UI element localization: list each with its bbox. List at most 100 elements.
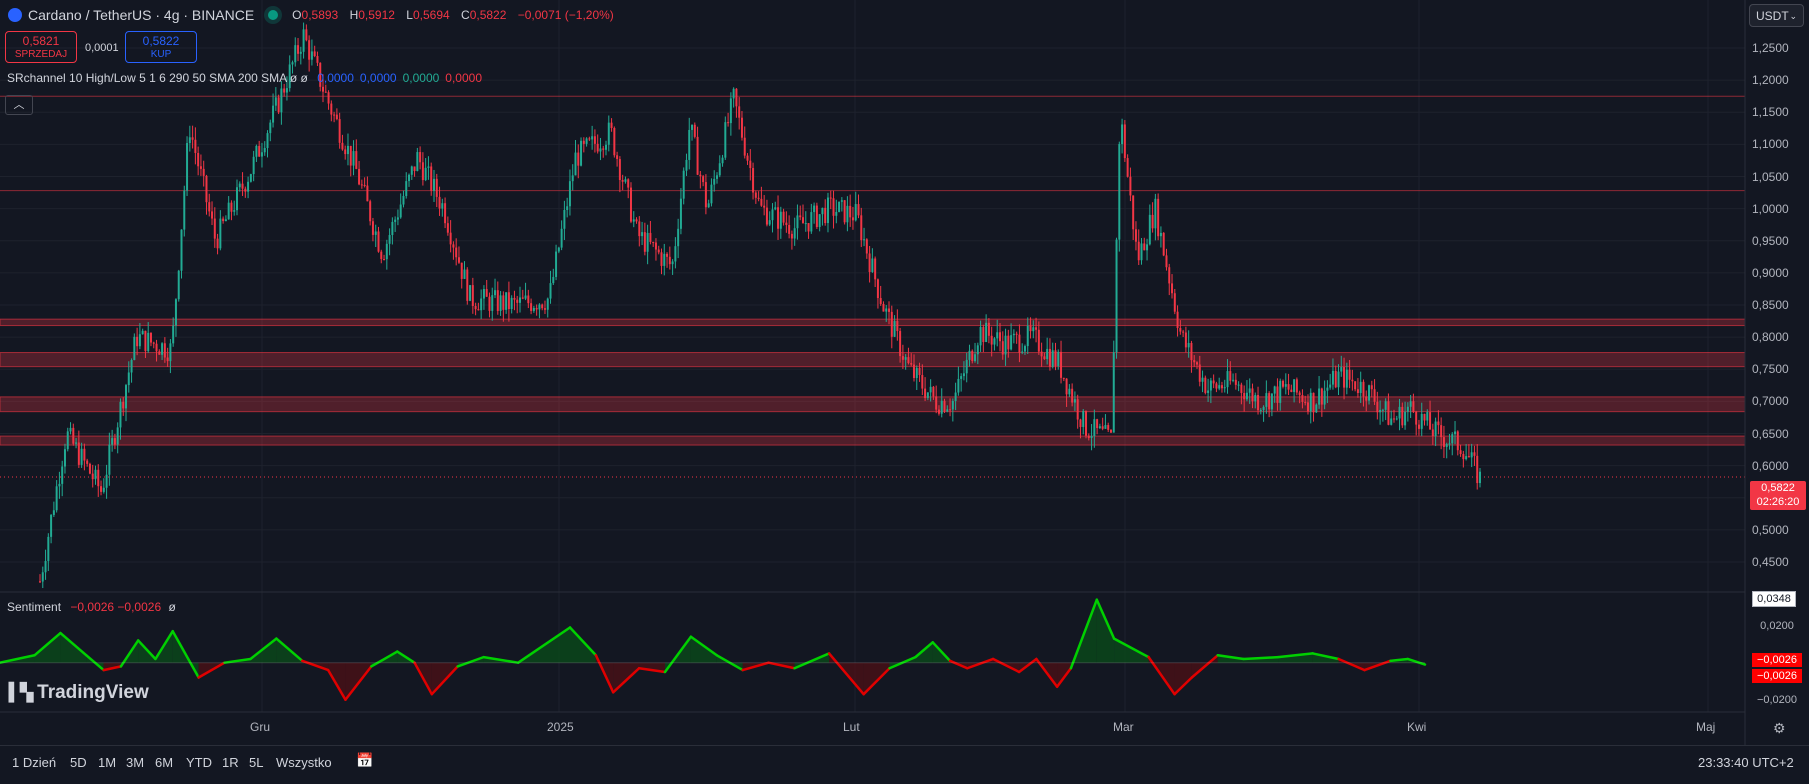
candle-body bbox=[1212, 380, 1215, 384]
candle-body bbox=[130, 359, 133, 373]
buy-button[interactable]: 0,5822 KUP bbox=[125, 31, 197, 63]
candle-body bbox=[97, 469, 100, 487]
sentiment-segment bbox=[1311, 652, 1340, 661]
timeframe-button[interactable]: 1 Dzień bbox=[12, 755, 57, 770]
price-tick-label: 0,9000 bbox=[1752, 265, 1789, 280]
candle-body bbox=[219, 218, 222, 249]
tradingview-logo[interactable]: ▍▚ TradingView bbox=[9, 682, 149, 704]
candle-body bbox=[876, 279, 879, 299]
candle-body bbox=[310, 51, 313, 60]
open-value: 0,5893 bbox=[301, 8, 339, 22]
candle-body bbox=[593, 136, 596, 144]
candle-body bbox=[1379, 409, 1382, 413]
candle-body bbox=[677, 228, 680, 247]
candle-body bbox=[1334, 370, 1337, 388]
indicator-legend[interactable]: SRchannel 10 High/Low 5 1 6 290 50 SMA 2… bbox=[7, 71, 482, 85]
candle-body bbox=[691, 124, 694, 130]
candle-body bbox=[125, 385, 128, 409]
candle-body bbox=[105, 474, 108, 488]
candle-body bbox=[477, 309, 480, 311]
sentiment-legend[interactable]: Sentiment −0,0026 −0,0026 ø bbox=[7, 600, 176, 614]
candle-body bbox=[313, 51, 316, 57]
candle-body bbox=[1406, 406, 1409, 412]
candle-body bbox=[999, 332, 1001, 342]
candle-body bbox=[1467, 456, 1470, 458]
candle-body bbox=[169, 343, 172, 362]
candle-body bbox=[102, 487, 105, 492]
time-tick-label: Maj bbox=[1696, 720, 1716, 734]
candle-body bbox=[937, 409, 940, 414]
candle-body bbox=[679, 198, 682, 229]
open-label: O bbox=[292, 8, 302, 22]
indicator-value: 0,0000 bbox=[359, 71, 397, 85]
candle-body bbox=[957, 378, 960, 393]
timeframe-button[interactable]: YTD bbox=[186, 755, 212, 770]
candle-body bbox=[416, 152, 419, 171]
candle-body bbox=[596, 143, 599, 152]
candle-body bbox=[188, 137, 191, 144]
candle-body bbox=[632, 219, 635, 222]
timeframe-button[interactable]: 6M bbox=[155, 755, 174, 770]
candle-body bbox=[1259, 409, 1262, 411]
candle-body bbox=[607, 122, 610, 145]
settings-gear-icon[interactable]: ⚙ bbox=[1773, 720, 1786, 736]
candle-body bbox=[1229, 371, 1232, 381]
timeframe-button[interactable]: 3M bbox=[126, 755, 145, 770]
candle-body bbox=[1431, 429, 1434, 437]
currency-button[interactable]: USDT ⌄ bbox=[1749, 4, 1804, 27]
sentiment-segment bbox=[1216, 654, 1245, 661]
candle-body bbox=[868, 253, 871, 273]
calendar-icon[interactable]: 📅 bbox=[356, 752, 374, 768]
timeframe-button[interactable]: 5D bbox=[70, 755, 87, 770]
clock[interactable]: 23:33:40 UTC+2 bbox=[1698, 755, 1794, 770]
candle-body bbox=[1179, 328, 1182, 332]
timeframe-button[interactable]: Wszystko bbox=[276, 755, 332, 770]
candle-body bbox=[513, 297, 516, 300]
candle-body bbox=[965, 359, 968, 374]
candle-body bbox=[1323, 390, 1326, 405]
candle-body bbox=[61, 466, 64, 484]
sr-zone bbox=[0, 396, 1746, 413]
candle-body bbox=[627, 179, 630, 188]
candle-body bbox=[149, 332, 152, 343]
candle-body bbox=[358, 168, 361, 185]
candle-body bbox=[383, 259, 386, 261]
sell-button[interactable]: 0,5821 SPRZEDAJ bbox=[5, 31, 77, 63]
timeframe-button[interactable]: 1R bbox=[222, 755, 239, 770]
candle-body bbox=[704, 182, 707, 208]
candle-body bbox=[1093, 419, 1096, 437]
candle-body bbox=[535, 308, 538, 310]
candle-body bbox=[1176, 311, 1179, 329]
candle-body bbox=[843, 200, 846, 223]
candle-body bbox=[699, 174, 702, 177]
sentiment-segment bbox=[611, 666, 641, 694]
symbol-name[interactable]: Cardano / TetherUS · 4g · BINANCE bbox=[28, 7, 255, 23]
price-tick-label: 1,1500 bbox=[1752, 105, 1789, 120]
candle-body bbox=[1368, 385, 1371, 401]
tradingview-logo-icon: ▍▚ bbox=[9, 683, 33, 702]
candle-body bbox=[1001, 341, 1004, 355]
candle-body bbox=[1096, 419, 1099, 429]
timeframe-button[interactable]: 5L bbox=[249, 755, 264, 770]
candle-body bbox=[1137, 241, 1140, 261]
candle-body bbox=[527, 295, 530, 304]
candle-body bbox=[427, 166, 430, 168]
candle-body bbox=[1454, 431, 1457, 435]
sentiment-segment bbox=[223, 657, 252, 664]
candle-body bbox=[696, 136, 699, 175]
candle-body bbox=[577, 152, 580, 166]
candle-body bbox=[100, 486, 103, 492]
candle-body bbox=[782, 211, 785, 223]
price-chart[interactable] bbox=[0, 0, 1809, 745]
candle-body bbox=[1318, 388, 1321, 405]
collapse-legend-button[interactable]: ︿ bbox=[5, 95, 33, 115]
candle-body bbox=[1151, 214, 1154, 229]
candle-body bbox=[341, 142, 344, 150]
candle-body bbox=[330, 103, 333, 115]
candle-body bbox=[713, 178, 716, 185]
candle-body bbox=[163, 343, 166, 358]
time-tick-label: Lut bbox=[843, 720, 860, 734]
candle-body bbox=[810, 212, 813, 232]
timeframe-button[interactable]: 1M bbox=[98, 755, 117, 770]
candle-body bbox=[1295, 379, 1298, 393]
